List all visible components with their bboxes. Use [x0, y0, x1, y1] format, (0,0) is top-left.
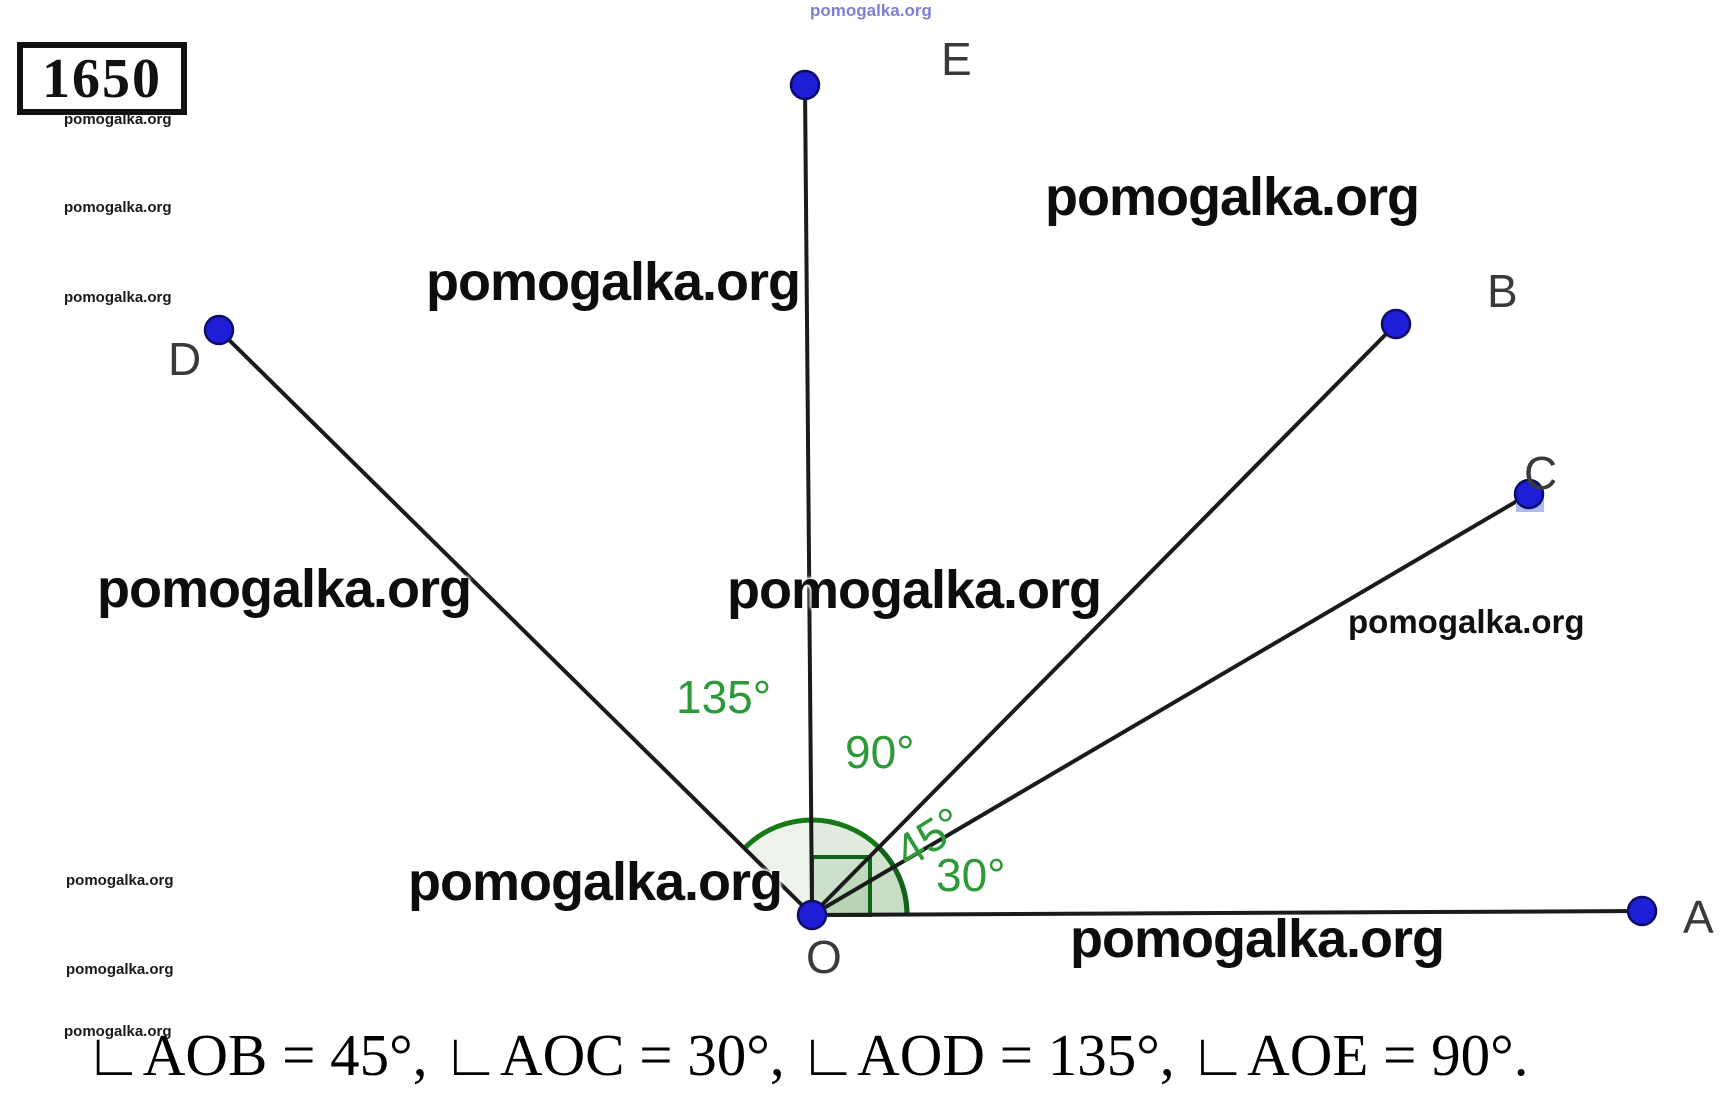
point-c [1513, 478, 1545, 510]
watermark: pomogalka.org [64, 1023, 172, 1040]
point-label-a: A [1683, 891, 1714, 943]
watermark: pomogalka.org [66, 872, 174, 889]
arc-aob [877, 845, 910, 916]
equation-line: ∟AOB = 45°, ∟AOC = 30°, ∟AOD = 135°, ∟AO… [85, 1022, 1529, 1088]
sector-aod [744, 820, 907, 915]
watermark: pomogalka.org [1045, 167, 1420, 227]
point-e [789, 69, 821, 101]
watermark: pomogalka.org [64, 111, 172, 128]
problem-number: 1650 [42, 47, 162, 110]
watermark: pomogalka.org [1348, 603, 1585, 640]
point-o [796, 899, 828, 931]
point-a [1626, 895, 1658, 927]
ray-od [217, 328, 814, 917]
watermark: pomogalka.org [727, 560, 1102, 620]
point-label-d: D [168, 333, 202, 385]
watermark: pomogalka.org [408, 852, 783, 912]
watermark: pomogalka.org [426, 252, 801, 312]
watermark: pomogalka.org [64, 199, 172, 216]
point-label-b: B [1487, 265, 1518, 317]
watermark: pomogalka.org [97, 559, 472, 619]
sector-aob [812, 847, 908, 915]
ray-oe [803, 83, 814, 917]
angle-label-aoc: 30° [936, 849, 1006, 901]
point-label-e: E [941, 33, 972, 85]
ray-oa [810, 909, 1644, 917]
watermark: pomogalka.org [1070, 909, 1445, 969]
watermark: pomogalka.org [66, 961, 174, 978]
point-label-o: O [806, 931, 842, 983]
ray-ob [810, 322, 1398, 917]
point-d [203, 314, 235, 346]
ray-oc [810, 492, 1531, 917]
angle-label-aod: 135° [676, 671, 772, 723]
point-label-c: C [1524, 447, 1558, 499]
watermark: pomogalka.org [64, 289, 172, 306]
point-b [1380, 308, 1412, 340]
watermark-tiny-top: pomogalka.org [810, 1, 932, 20]
angle-label-aoe: 90° [845, 726, 915, 778]
problem-number-box: 1650 [17, 42, 187, 115]
